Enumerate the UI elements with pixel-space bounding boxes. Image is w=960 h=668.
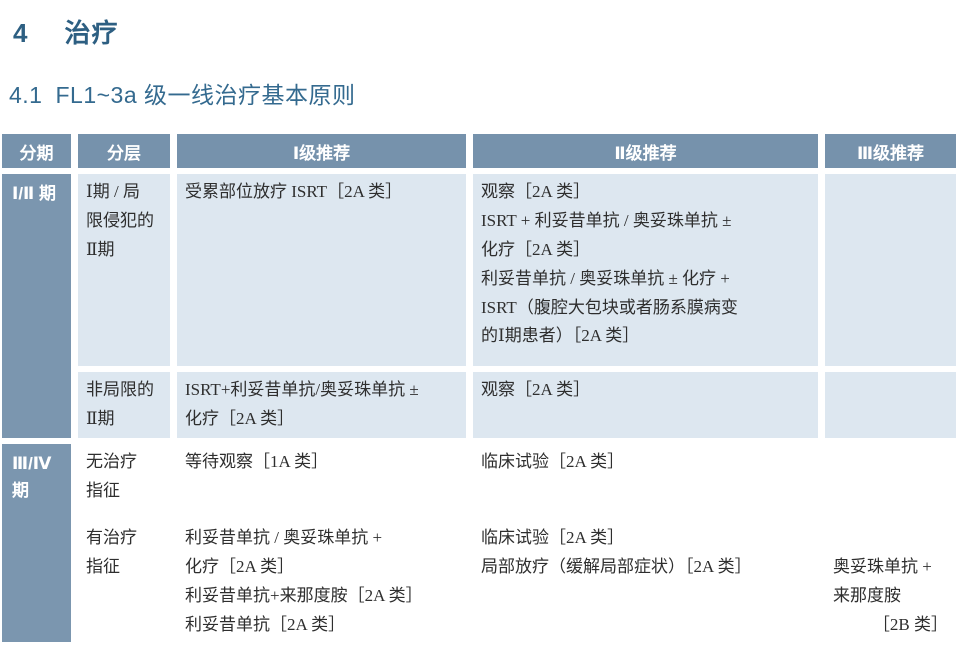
stage-cell-group2: Ⅲ/Ⅳ 期 xyxy=(2,444,71,642)
column-header-stratum: 分层 xyxy=(78,134,170,168)
section-number: 4 xyxy=(13,18,29,48)
rec3-cell-row2 xyxy=(825,372,956,438)
subsection-heading: 4.1 FL1~3a 级一线治疗基本原则 xyxy=(9,76,960,110)
rec2-cell-row3: 临床试验［2A 类］ xyxy=(481,452,625,471)
rec1-cell-row2: ISRT+利妥昔单抗/奥妥珠单抗 ± 化疗［2A 类］ xyxy=(177,372,466,438)
subsection-number: 4.1 xyxy=(9,82,43,108)
rec1-cell-row3: 等待观察［1A 类］ xyxy=(185,452,329,471)
rec3-row4-grade: ［2B 类］ xyxy=(872,614,948,634)
column-header-rec1: Ⅰ级推荐 xyxy=(177,134,466,168)
rec3-cell-row3 xyxy=(825,444,956,514)
rec2-cell-row4: 临床试验［2A 类］ 局部放疗（缓解局部症状）［2A 类］ xyxy=(481,528,752,576)
stratum-cell-row3: 无治疗 指征 xyxy=(86,452,137,500)
rec1-cell-row1: 受累部位放疗 ISRT［2A 类］ xyxy=(177,174,466,366)
section-title: 治疗 xyxy=(64,18,119,48)
stratum-cell-row1: Ⅰ期 / 局 限侵犯的 Ⅱ期 xyxy=(78,174,170,366)
subsection-title: FL1~3a 级一线治疗基本原则 xyxy=(55,82,356,108)
rec2-cell-row1: 观察［2A 类］ ISRT + 利妥昔单抗 / 奥妥珠单抗 ± 化疗［2A 类］… xyxy=(473,174,818,366)
rec3-cell-row1 xyxy=(825,174,956,366)
rec1-cell-row4: 利妥昔单抗 / 奥妥珠单抗 + 化疗［2A 类］ 利妥昔单抗+来那度胺［2A 类… xyxy=(185,528,423,634)
column-header-rec2: Ⅱ级推荐 xyxy=(473,134,818,168)
rec2-cell-row2: 观察［2A 类］ xyxy=(473,372,818,438)
stratum-cell-row4: 有治疗 指征 xyxy=(86,528,137,576)
column-header-stage: 分期 xyxy=(2,134,71,168)
column-header-rec3: Ⅲ级推荐 xyxy=(825,134,956,168)
stratum-cell-row2: 非局限的 Ⅱ期 xyxy=(78,372,170,438)
section-heading: 4 治疗 xyxy=(13,13,960,50)
rec3-row4-text: 奥妥珠单抗 + 来那度胺 xyxy=(833,556,932,605)
stage-cell-group1: Ⅰ/Ⅱ 期 xyxy=(2,174,71,438)
treatment-table: 分期 分层 Ⅰ级推荐 Ⅱ级推荐 Ⅲ级推荐 Ⅰ/Ⅱ 期 Ⅰ期 / 局 限侵犯的 Ⅱ… xyxy=(2,134,957,642)
rec3-cell-row4: 奥妥珠单抗 + 来那度胺 ［2B 类］ xyxy=(825,520,956,642)
